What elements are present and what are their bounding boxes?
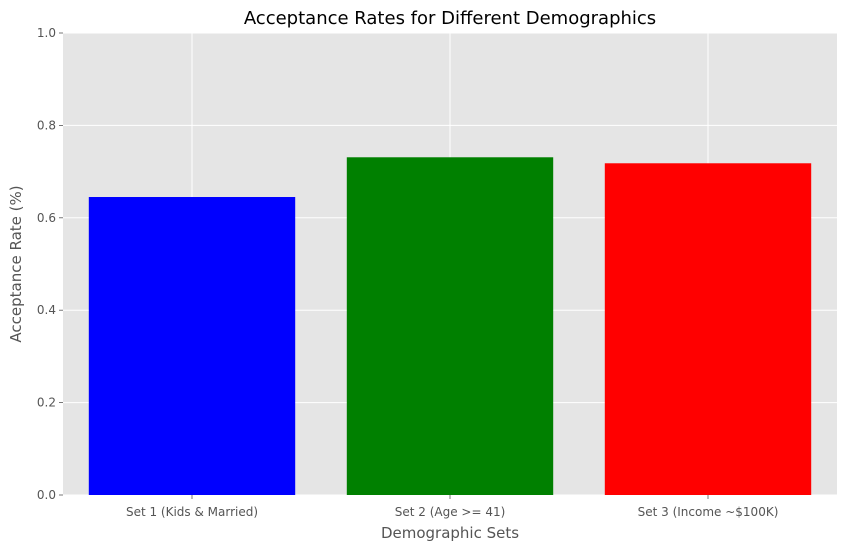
bar-1	[88, 197, 296, 495]
x-tick-label: Set 2 (Age >= 41)	[395, 505, 506, 519]
x-axis-ticks: Set 1 (Kids & Married) Set 2 (Age >= 41) S…	[126, 495, 778, 519]
y-tick-label: 0.8	[37, 118, 56, 132]
y-tick-label: 0.0	[37, 488, 56, 502]
y-tick-label: 0.4	[37, 303, 56, 317]
y-tick-label: 0.6	[37, 211, 56, 225]
y-axis-ticks: 0.0 0.2 0.4 0.6 0.8 1.0	[37, 26, 63, 502]
y-tick-label: 1.0	[37, 26, 56, 40]
bars	[88, 157, 812, 495]
x-axis-label: Demographic Sets	[381, 524, 519, 542]
chart-title: Acceptance Rates for Different Demograph…	[244, 8, 656, 29]
bar-3	[604, 163, 812, 495]
x-tick-label: Set 3 (Income ~$100K)	[638, 505, 779, 519]
y-axis-label: Acceptance Rate (%)	[7, 185, 25, 342]
y-tick-label: 0.2	[37, 396, 56, 410]
bar-2	[346, 157, 554, 495]
x-tick-label: Set 1 (Kids & Married)	[126, 505, 258, 519]
